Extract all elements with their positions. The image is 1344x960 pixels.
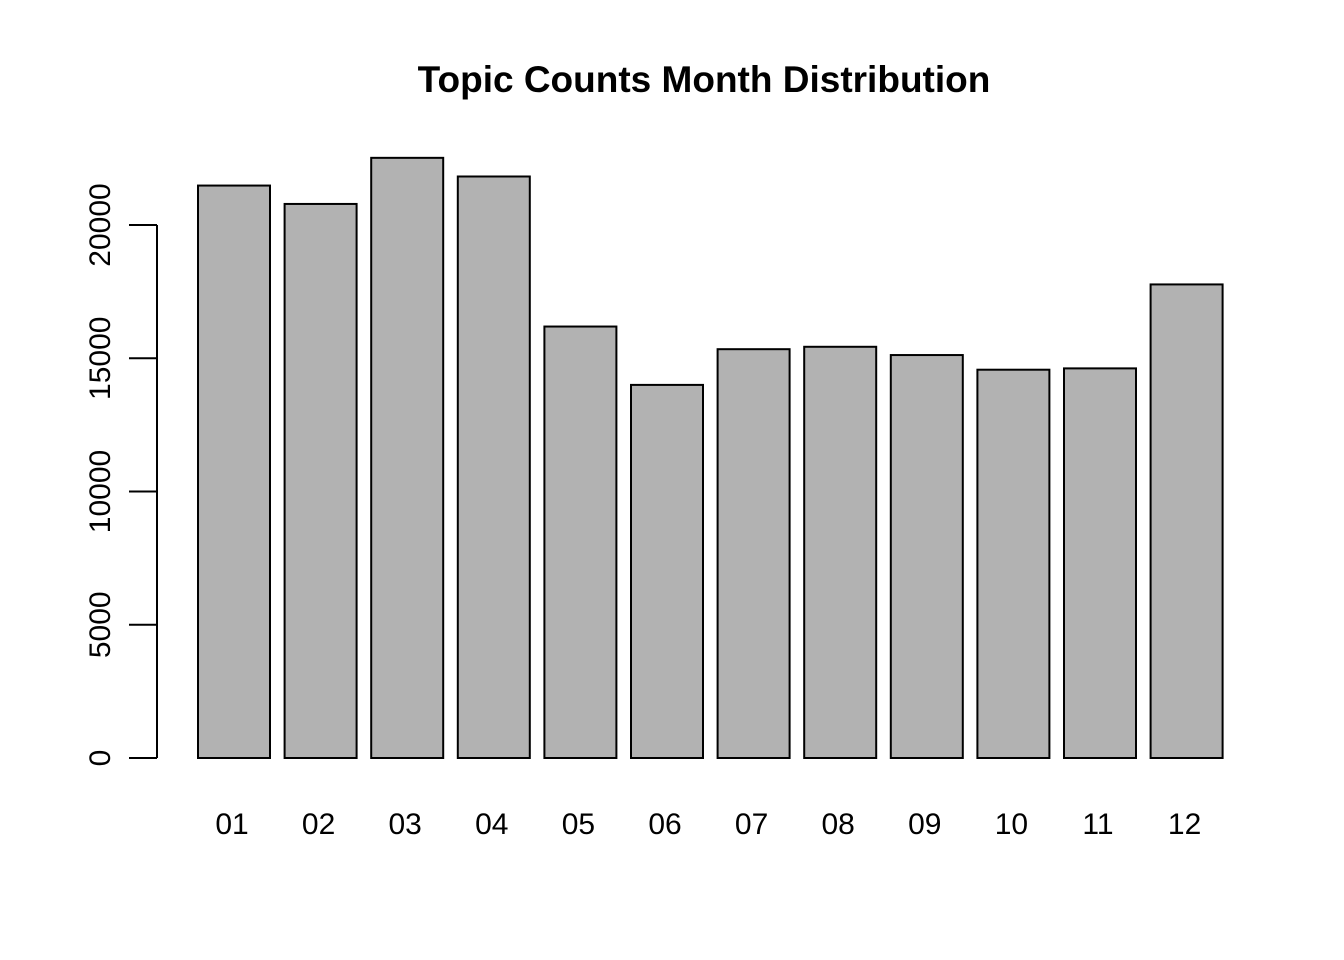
chart-title: Topic Counts Month Distribution [418,59,991,100]
bar-07 [716,348,791,759]
bar-09 [889,354,964,759]
x-tick-label: 06 [648,808,681,841]
x-tick-label: 04 [475,808,508,841]
x-tick-label: 05 [562,808,595,841]
y-tick-label: 15000 [84,317,117,400]
x-tick-label: 10 [995,808,1028,841]
x-tick-label: 01 [215,808,248,841]
x-tick-label: 12 [1168,808,1201,841]
y-axis: 0 5000 10000 15000 20000 [84,183,158,767]
x-tick-label: 11 [1082,808,1113,841]
x-tick-label: 09 [908,808,941,841]
bar-10 [976,368,1051,759]
bar-02 [283,202,358,760]
x-tick-label: 07 [735,808,768,841]
y-tick-label: 0 [84,750,117,767]
y-tick-label: 10000 [84,450,117,533]
bar-01 [197,184,271,760]
bar-05 [543,325,618,759]
bar-12 [1149,283,1224,759]
x-tick-labels: 01 02 03 04 05 06 07 08 09 10 11 12 [215,808,1201,841]
bars [197,156,1224,760]
bar-11 [1063,367,1137,759]
x-tick-label: 08 [822,808,855,841]
bar-03 [370,156,445,760]
y-tick-label: 5000 [84,591,117,658]
bar-08 [803,345,878,759]
bar-06 [630,383,704,759]
bar-04 [456,175,531,759]
x-tick-label: 03 [389,808,422,841]
x-tick-label: 02 [302,808,335,841]
y-tick-label: 20000 [84,183,117,266]
